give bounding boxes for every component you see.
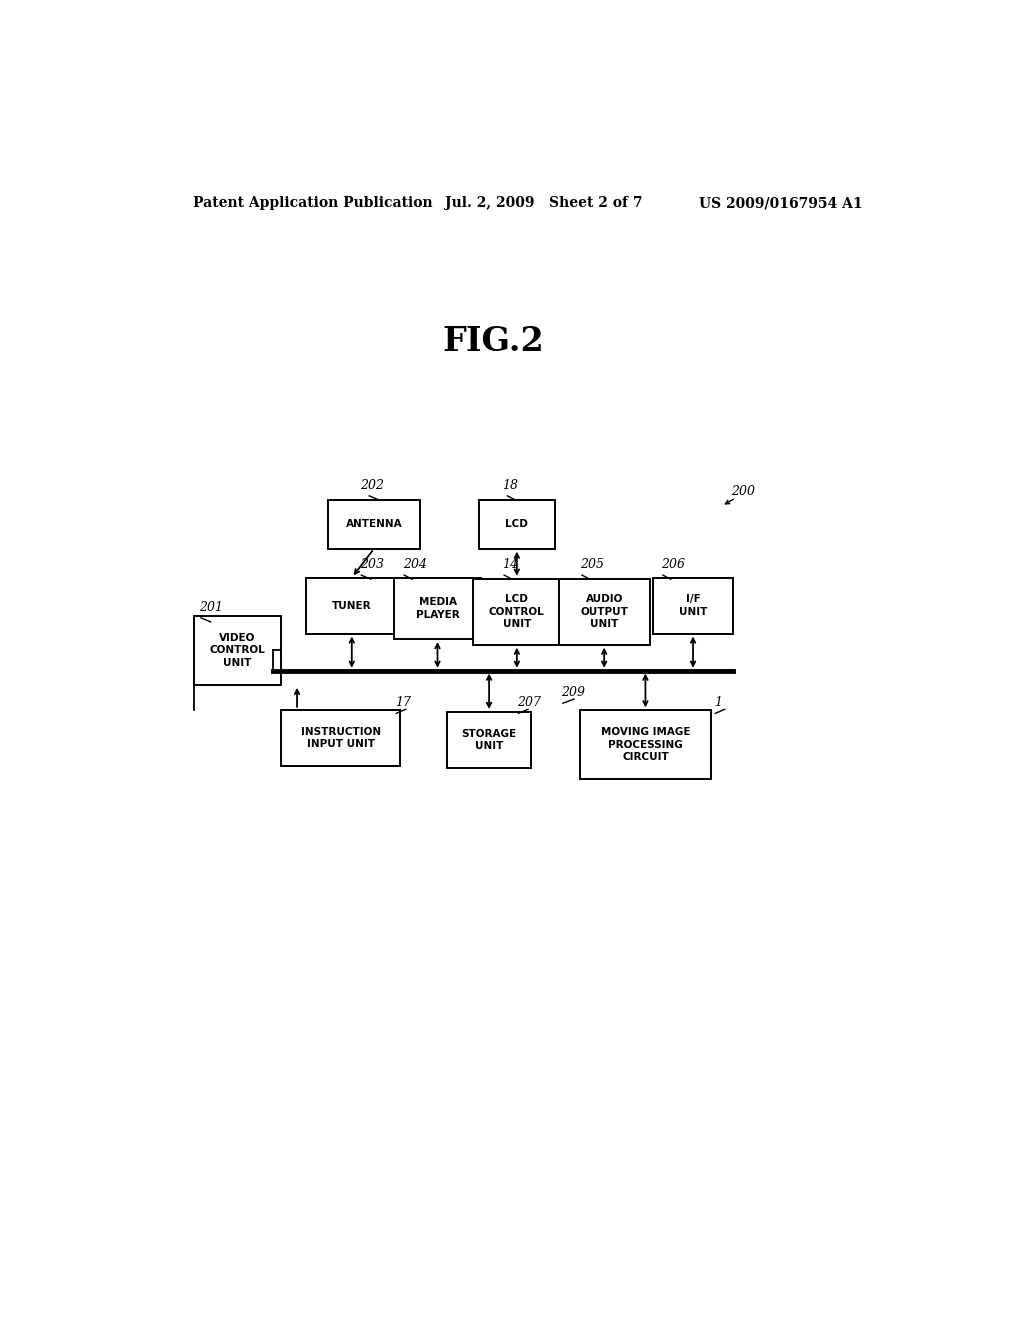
Bar — [580, 710, 711, 779]
Bar — [394, 578, 481, 639]
Bar — [329, 500, 420, 549]
Text: AUDIO
OUTPUT
UNIT: AUDIO OUTPUT UNIT — [581, 594, 628, 630]
Text: 201: 201 — [200, 601, 223, 614]
Text: 207: 207 — [517, 696, 541, 709]
Text: LCD
CONTROL
UNIT: LCD CONTROL UNIT — [489, 594, 545, 630]
Text: ANTENNA: ANTENNA — [346, 519, 402, 529]
Text: Jul. 2, 2009   Sheet 2 of 7: Jul. 2, 2009 Sheet 2 of 7 — [445, 197, 643, 210]
Bar — [558, 578, 650, 644]
Text: VIDEO
CONTROL
UNIT: VIDEO CONTROL UNIT — [210, 632, 265, 668]
Text: 209: 209 — [561, 686, 586, 700]
Text: Patent Application Publication: Patent Application Publication — [194, 197, 433, 210]
Text: TUNER: TUNER — [332, 601, 372, 611]
Text: 17: 17 — [394, 696, 411, 709]
Text: 14: 14 — [503, 558, 518, 572]
Bar — [447, 711, 530, 768]
Text: 203: 203 — [360, 558, 385, 572]
Bar — [653, 578, 733, 634]
Bar — [479, 500, 555, 549]
Text: INSTRUCTION
INPUT UNIT: INSTRUCTION INPUT UNIT — [301, 726, 381, 748]
Text: FIG.2: FIG.2 — [442, 325, 544, 358]
Bar — [194, 615, 282, 685]
Bar — [306, 578, 397, 634]
Text: STORAGE
UNIT: STORAGE UNIT — [462, 729, 517, 751]
Text: 205: 205 — [581, 558, 604, 572]
Bar — [473, 578, 560, 644]
Text: I/F
UNIT: I/F UNIT — [679, 594, 708, 616]
Text: 202: 202 — [360, 479, 385, 492]
Bar — [282, 710, 400, 766]
Text: LCD: LCD — [506, 519, 528, 529]
Text: MEDIA
PLAYER: MEDIA PLAYER — [416, 598, 460, 620]
Text: 204: 204 — [402, 558, 427, 572]
Text: US 2009/0167954 A1: US 2009/0167954 A1 — [699, 197, 863, 210]
Text: 206: 206 — [662, 558, 685, 572]
Text: 200: 200 — [731, 484, 755, 498]
Text: 18: 18 — [502, 479, 518, 492]
Text: MOVING IMAGE
PROCESSING
CIRCUIT: MOVING IMAGE PROCESSING CIRCUIT — [601, 727, 690, 762]
Text: 1: 1 — [714, 696, 722, 709]
